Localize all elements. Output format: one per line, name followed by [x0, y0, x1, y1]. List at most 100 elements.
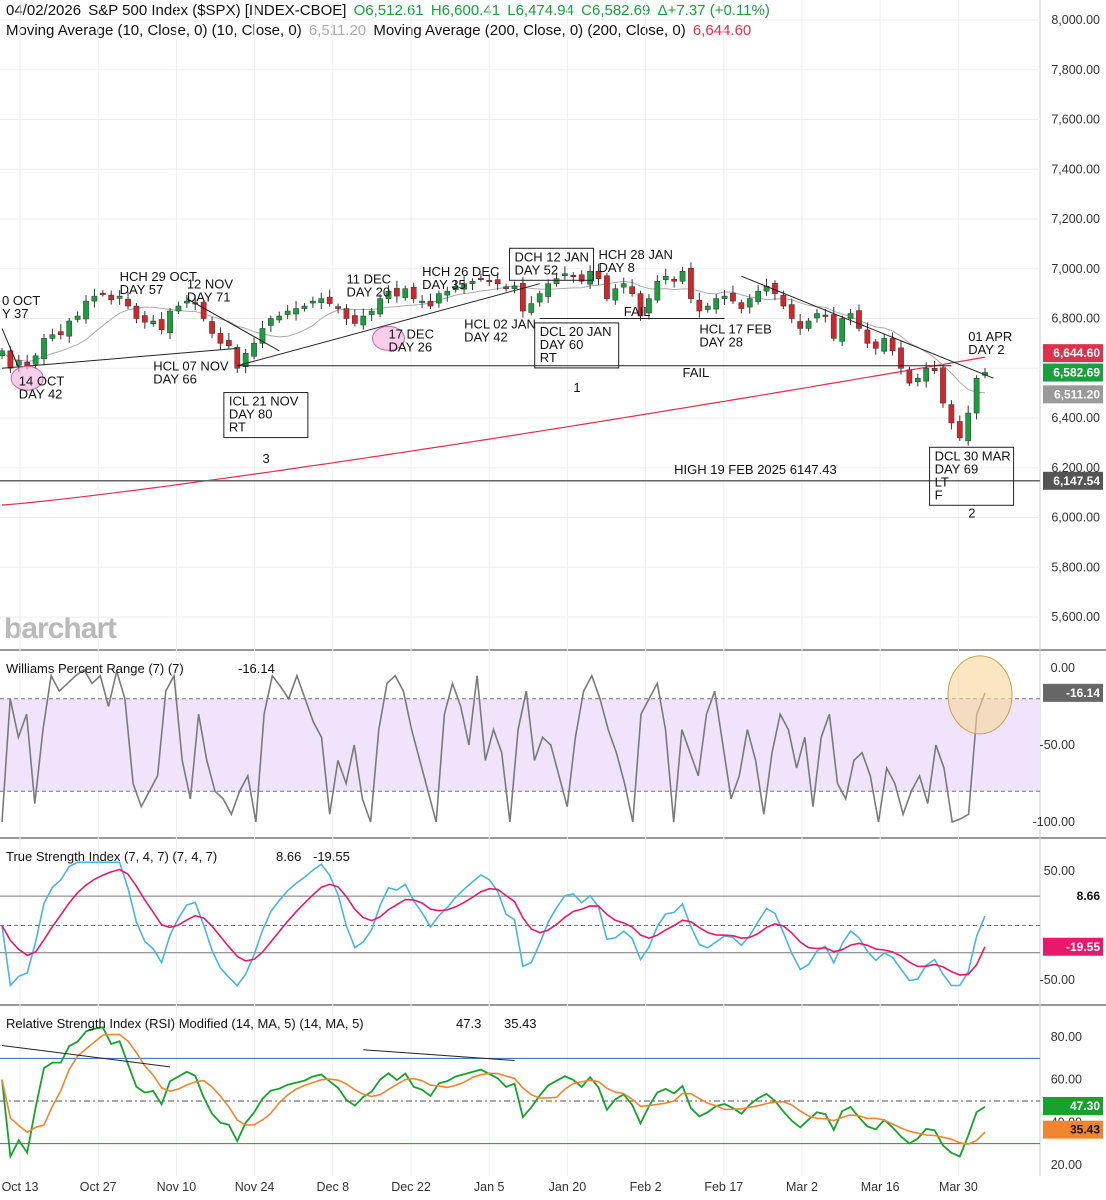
trendline [186, 298, 280, 352]
y-tick-label: 6,200.00 [1051, 461, 1100, 475]
candle-body [32, 355, 39, 365]
rsi-last-tag: 47.30 [1070, 1099, 1100, 1113]
annotation-text: ICL 21 NOV [229, 394, 299, 409]
candle-body [377, 298, 383, 315]
candle-body [772, 282, 778, 294]
candle-body [83, 300, 89, 320]
ma200-price-tag: 6,644.60 [1053, 346, 1100, 360]
annotation-text: 14 OCT [19, 374, 65, 389]
candle-body [99, 292, 106, 295]
candle-body [511, 285, 518, 289]
y-tick-label: 7,200.00 [1051, 212, 1100, 226]
header-low: L6,474.94 [507, 2, 574, 19]
candle-body [360, 315, 367, 326]
candle-body [385, 290, 392, 299]
candle-body [234, 347, 241, 369]
candle-body [595, 270, 602, 279]
annotation-text: 17 DEC [388, 326, 434, 341]
candle-body [209, 321, 215, 334]
candle-body [923, 368, 930, 382]
candle-body [91, 295, 98, 302]
candle-body [570, 274, 577, 277]
annotation-text: DAY 20 [346, 285, 390, 300]
annotation-text: DAY 69 [935, 461, 979, 476]
candle-body [965, 412, 972, 442]
candle-body [822, 314, 829, 317]
price-header: 04/02/2026 S&P 500 Index ($SPX) [INDEX-C… [6, 2, 773, 20]
candle-body [914, 377, 921, 382]
candle-body [427, 300, 434, 307]
candle-body [326, 296, 333, 304]
annotation-text: DAY 42 [464, 329, 508, 344]
candle-body [587, 270, 593, 285]
candle-body [478, 277, 484, 280]
ma200-price-tag-bg [1043, 344, 1103, 363]
y-tick-label: 7,400.00 [1051, 162, 1100, 176]
annotation-text: 11 DEC [346, 272, 391, 287]
ma200-label: Moving Average (200, Close, 0) (200, Clo… [373, 22, 686, 39]
candle-body [688, 268, 694, 299]
annotation-text: DAY 26 [388, 339, 432, 354]
highlight-circle [371, 325, 405, 351]
candle-body [889, 338, 896, 352]
candle-body [814, 313, 820, 319]
tsi-last-tag: 8.66 [1077, 889, 1101, 903]
x-tick-label: Dec 22 [391, 1180, 431, 1194]
candle-body [49, 334, 56, 339]
candle-body [335, 306, 341, 309]
y-tick-label: 7,800.00 [1051, 63, 1100, 77]
annotation-text: DAY 71 [187, 290, 231, 305]
candle-body [679, 270, 686, 282]
tsi-signal-tag-bg [1043, 937, 1103, 956]
tsi-title-value: 8.66 [276, 849, 301, 864]
candle-body [301, 305, 308, 309]
candle-body [276, 315, 283, 321]
candle-body [805, 320, 812, 329]
y-tick-label: 6,000.00 [1051, 511, 1100, 525]
candle-body [856, 310, 862, 329]
annotation-text: HCH 26 DEC [422, 264, 499, 279]
x-tick-label: Jan 5 [474, 1180, 505, 1194]
x-tick-label: Nov 10 [157, 1180, 197, 1194]
candle-body [956, 421, 963, 439]
annotation-text: HCL 02 JAN [464, 316, 536, 331]
annotation-text: DAY 60 [540, 337, 584, 352]
annotation-text: DAY 57 [120, 282, 164, 297]
candle-body [74, 315, 81, 320]
annotation: 1 [573, 380, 580, 395]
highlight-circle [10, 365, 44, 391]
annotation-text: 12 NOV [187, 277, 234, 292]
annotation-text: FAIL [683, 365, 710, 380]
annotation-text: HCL 07 NOV [153, 359, 229, 374]
candle-body [242, 353, 249, 368]
trendline [1, 347, 238, 369]
candle-body [225, 340, 232, 347]
annotation: FAIL [624, 304, 651, 319]
candle-body [217, 333, 224, 344]
close-price-tag-bg [1043, 363, 1103, 382]
header-open: O6,512.61 [353, 2, 424, 19]
candle-body [906, 369, 913, 384]
annotation-text: 1 [573, 380, 580, 395]
ma10-price-tag: 6,511.20 [1054, 387, 1100, 401]
annotation-text: HCL 17 FEB [699, 321, 772, 336]
annotation-text: DAY 2 [968, 342, 1004, 357]
candle-body [343, 308, 350, 319]
x-tick-label: Nov 24 [235, 1180, 275, 1194]
candle-body [847, 313, 854, 319]
x-tick-label: Oct 13 [2, 1180, 39, 1194]
candle-body [0, 350, 5, 357]
annotation-text: HIGH 19 FEB 2025 6147.43 [674, 462, 837, 477]
tsi-last-tag-bg [1043, 887, 1103, 906]
annotation-text: DCH 12 JAN [515, 249, 589, 264]
candle-body [898, 347, 904, 369]
ma10-price-tag-bg [1043, 385, 1103, 404]
candle-body [839, 318, 846, 342]
annotation-text: DAY 8 [599, 260, 635, 275]
annotation-text: F [935, 487, 943, 502]
